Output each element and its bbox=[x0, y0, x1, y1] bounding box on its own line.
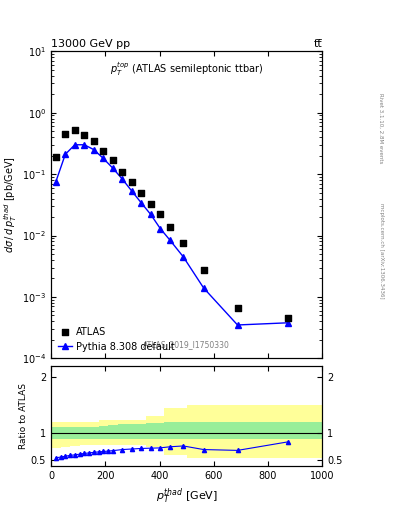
Pythia 8.308 default bbox=[201, 285, 206, 291]
Pythia 8.308 default bbox=[149, 211, 153, 218]
Text: $p_T^{top}$ (ATLAS semileptonic ttbar): $p_T^{top}$ (ATLAS semileptonic ttbar) bbox=[110, 60, 263, 78]
Legend: ATLAS, Pythia 8.308 default: ATLAS, Pythia 8.308 default bbox=[56, 325, 177, 354]
Pythia 8.308 default bbox=[120, 176, 125, 182]
Pythia 8.308 default bbox=[63, 151, 68, 157]
Pythia 8.308 default bbox=[72, 142, 77, 148]
Pythia 8.308 default bbox=[129, 188, 134, 194]
Pythia 8.308 default bbox=[82, 142, 87, 148]
ATLAS bbox=[180, 239, 186, 247]
Pythia 8.308 default bbox=[158, 225, 163, 231]
Pythia 8.308 default bbox=[110, 165, 115, 171]
Pythia 8.308 default bbox=[53, 179, 58, 185]
ATLAS bbox=[234, 304, 241, 312]
ATLAS bbox=[100, 146, 107, 155]
ATLAS bbox=[62, 130, 68, 138]
ATLAS bbox=[167, 222, 173, 230]
ATLAS bbox=[119, 167, 125, 176]
Pythia 8.308 default bbox=[286, 319, 291, 326]
Text: tt̅: tt̅ bbox=[314, 38, 322, 49]
Pythia 8.308 default bbox=[235, 322, 240, 328]
ATLAS bbox=[157, 210, 163, 219]
ATLAS bbox=[200, 266, 207, 274]
ATLAS bbox=[148, 200, 154, 208]
Text: Rivet 3.1.10, 2.8M events: Rivet 3.1.10, 2.8M events bbox=[379, 93, 384, 163]
Pythia 8.308 default bbox=[167, 237, 172, 243]
ATLAS bbox=[53, 153, 59, 161]
Pythia 8.308 default bbox=[139, 200, 143, 206]
ATLAS bbox=[72, 126, 78, 134]
Pythia 8.308 default bbox=[101, 155, 106, 161]
Pythia 8.308 default bbox=[92, 146, 96, 153]
ATLAS bbox=[81, 131, 88, 139]
ATLAS bbox=[138, 188, 144, 197]
ATLAS bbox=[91, 137, 97, 145]
Text: ATLAS_2019_I1750330: ATLAS_2019_I1750330 bbox=[143, 340, 230, 349]
ATLAS bbox=[129, 178, 135, 186]
Y-axis label: $d\sigma\,/\,d\,p_T^{thad}$ [pb/GeV]: $d\sigma\,/\,d\,p_T^{thad}$ [pb/GeV] bbox=[2, 156, 19, 253]
Pythia 8.308 default bbox=[181, 254, 185, 260]
Line: Pythia 8.308 default: Pythia 8.308 default bbox=[53, 142, 291, 328]
X-axis label: $p_T^{thad}$ [GeV]: $p_T^{thad}$ [GeV] bbox=[156, 486, 218, 506]
Y-axis label: Ratio to ATLAS: Ratio to ATLAS bbox=[19, 383, 28, 449]
ATLAS bbox=[110, 156, 116, 164]
ATLAS bbox=[285, 314, 292, 323]
Text: mcplots.cern.ch [arXiv:1306.3436]: mcplots.cern.ch [arXiv:1306.3436] bbox=[379, 203, 384, 298]
Text: 13000 GeV pp: 13000 GeV pp bbox=[51, 38, 130, 49]
